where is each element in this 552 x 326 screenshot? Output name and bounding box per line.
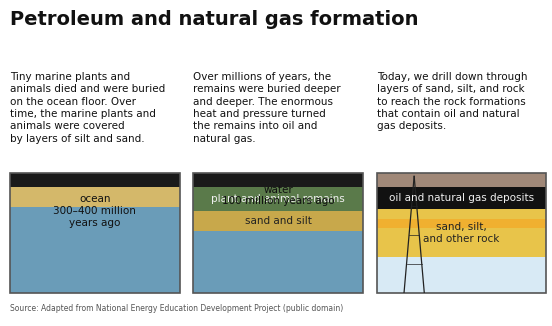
Bar <box>377 219 546 228</box>
Bar <box>10 173 179 187</box>
Text: Over millions of years, the
remains were buried deeper
and deeper. The enormous
: Over millions of years, the remains were… <box>193 72 341 144</box>
Bar <box>193 211 363 231</box>
Text: sand, silt,
and other rock: sand, silt, and other rock <box>423 222 500 244</box>
Bar <box>377 257 546 293</box>
Bar <box>10 207 179 293</box>
Text: plant and animal remains: plant and animal remains <box>211 194 345 204</box>
Text: Tiny marine plants and
animals died and were buried
on the ocean floor. Over
tim: Tiny marine plants and animals died and … <box>10 72 165 144</box>
Text: ocean
300–400 million
years ago: ocean 300–400 million years ago <box>54 195 136 228</box>
Text: water
100 million years ago: water 100 million years ago <box>222 185 335 206</box>
Text: oil and natural gas deposits: oil and natural gas deposits <box>389 193 534 203</box>
Bar <box>193 173 363 187</box>
Bar <box>193 187 363 211</box>
Text: Source: Adapted from National Energy Education Development Project (public domai: Source: Adapted from National Energy Edu… <box>10 304 343 313</box>
Text: sand and silt: sand and silt <box>245 216 312 226</box>
Bar <box>377 173 546 187</box>
Text: Today, we drill down through
layers of sand, silt, and rock
to reach the rock fo: Today, we drill down through layers of s… <box>377 72 527 131</box>
Text: Petroleum and natural gas formation: Petroleum and natural gas formation <box>10 10 418 29</box>
Bar <box>377 187 546 209</box>
Bar <box>10 187 179 207</box>
Bar <box>377 209 546 257</box>
Bar <box>193 231 363 293</box>
